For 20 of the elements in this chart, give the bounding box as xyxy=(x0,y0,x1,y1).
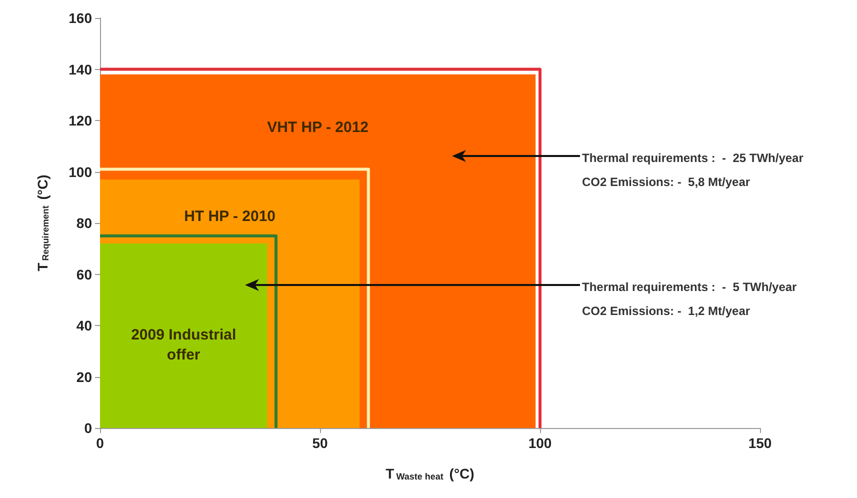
x-axis-title: TWaste heat (°C) xyxy=(386,466,474,482)
y-tick-label: 100 xyxy=(68,164,92,180)
annotation: Thermal requirements : - 25 TWh/year CO2 Emissions: - 5,8 Mt/year xyxy=(582,150,804,191)
y-tick-label: 80 xyxy=(76,215,92,231)
y-tick-label: 120 xyxy=(68,112,92,128)
y-tick-label: 0 xyxy=(84,420,92,436)
series-label: HT HP - 2010 xyxy=(184,208,276,226)
y-tick-label: 160 xyxy=(68,10,92,26)
y-tick-label: 60 xyxy=(76,266,92,282)
series-label: 2009 Industrial offer xyxy=(131,326,236,364)
x-tick-label: 0 xyxy=(96,435,104,451)
y-tick-label: 40 xyxy=(76,318,92,334)
annotation: Thermal requirements : - 5 TWh/year CO2 Emissions: - 1,2 Mt/year xyxy=(582,279,797,320)
y-tick-label: 20 xyxy=(76,368,92,385)
x-tick-label: 100 xyxy=(528,435,552,451)
x-tick-label: 150 xyxy=(748,435,772,451)
x-tick-label: 50 xyxy=(312,435,328,451)
y-tick-label: 140 xyxy=(68,61,92,78)
y-axis-title: TRequirement (°C) xyxy=(34,174,50,272)
series-label: VHT HP - 2012 xyxy=(267,118,369,136)
